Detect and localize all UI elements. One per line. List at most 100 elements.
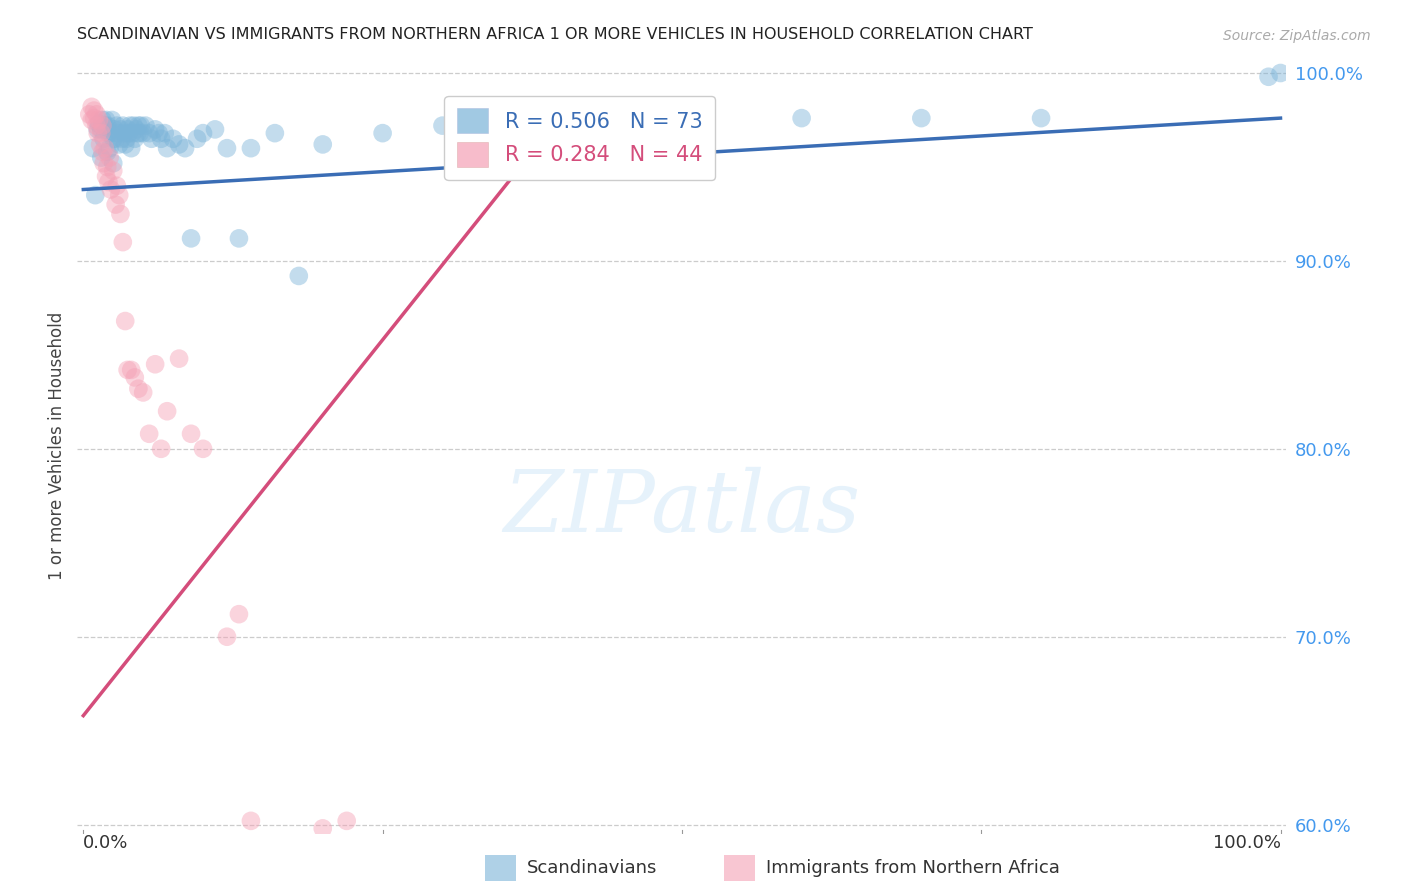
Point (125, 122, 148, 136)
Point (103, 132, 125, 146)
Point (162, 132, 184, 146)
Point (112, 126, 135, 140)
Point (89, 137, 111, 152)
Point (97, 175, 120, 189)
Point (86, 119, 108, 133)
Point (491, 113, 513, 128)
Point (111, 132, 134, 146)
Point (103, 163, 125, 178)
Point (94, 119, 117, 133)
Point (104, 132, 127, 146)
Point (312, 137, 335, 152)
Point (120, 141, 142, 155)
Point (132, 385, 155, 400)
Point (186, 132, 208, 146)
Point (84, 188, 107, 202)
Point (87, 113, 110, 128)
Point (551, 119, 574, 133)
Point (94, 113, 117, 128)
Point (1257, 70, 1279, 84)
Point (100, 182, 122, 196)
Point (110, 207, 132, 221)
Point (110, 122, 132, 136)
Point (100, 126, 122, 140)
Point (127, 119, 149, 133)
Point (124, 370, 146, 384)
Point (790, 111, 813, 125)
Point (111, 235, 134, 249)
Point (93, 156, 115, 170)
Text: Immigrants from Northern Africa: Immigrants from Northern Africa (766, 859, 1060, 877)
Point (180, 426, 202, 441)
Point (86, 126, 108, 140)
Point (336, 814, 359, 828)
Point (141, 132, 163, 146)
Point (94, 141, 117, 155)
Point (87, 117, 110, 131)
Point (132, 126, 155, 140)
Point (105, 119, 128, 133)
Point (138, 426, 160, 441)
Point (114, 137, 136, 152)
Point (167, 137, 190, 152)
Point (127, 126, 149, 140)
Point (215, 141, 238, 155)
Point (90, 122, 112, 136)
Point (82, 141, 104, 155)
Point (96, 145, 118, 159)
Point (86, 107, 108, 121)
Text: Source: ZipAtlas.com: Source: ZipAtlas.com (1223, 29, 1371, 43)
Point (135, 119, 157, 133)
Point (671, 111, 693, 125)
Text: Scandinavians: Scandinavians (527, 859, 658, 877)
Point (120, 363, 142, 377)
Point (263, 126, 285, 140)
Point (156, 141, 179, 155)
Point (180, 231, 202, 245)
Point (97, 126, 120, 140)
Point (153, 126, 176, 140)
Point (115, 132, 138, 146)
Point (79, 107, 101, 121)
Point (107, 126, 129, 140)
Point (1270, 66, 1292, 80)
Point (101, 113, 124, 128)
Point (83, 103, 105, 118)
Point (143, 122, 166, 136)
Point (90, 126, 112, 140)
Point (148, 126, 170, 140)
Point (288, 268, 311, 283)
Point (174, 141, 197, 155)
Point (910, 111, 932, 125)
Point (91, 119, 114, 133)
Point (94, 169, 117, 184)
Point (91, 113, 114, 128)
Point (432, 119, 454, 133)
Point (128, 126, 150, 140)
Text: 100.0%: 100.0% (1212, 834, 1281, 852)
Point (150, 442, 173, 456)
Point (122, 119, 145, 133)
Point (167, 351, 190, 366)
Point (228, 607, 250, 622)
Point (124, 132, 146, 146)
Point (98, 151, 121, 165)
Point (228, 231, 250, 245)
Text: ZIPatlas: ZIPatlas (503, 467, 860, 549)
Y-axis label: 1 or more Vehicles in Household: 1 or more Vehicles in Household (48, 312, 66, 580)
Point (108, 137, 131, 152)
Point (156, 404, 179, 418)
Point (118, 119, 141, 133)
Point (114, 314, 136, 328)
Point (129, 119, 152, 133)
Text: 0.0%: 0.0% (83, 834, 129, 852)
Point (104, 197, 127, 211)
Point (239, 814, 262, 828)
Legend: R = 0.506   N = 73, R = 0.284   N = 44: R = 0.506 N = 73, R = 0.284 N = 44 (444, 95, 716, 179)
Point (96, 119, 118, 133)
Point (91, 145, 114, 159)
Point (93, 132, 115, 146)
Point (312, 822, 335, 836)
Point (103, 156, 125, 170)
Point (215, 630, 238, 644)
